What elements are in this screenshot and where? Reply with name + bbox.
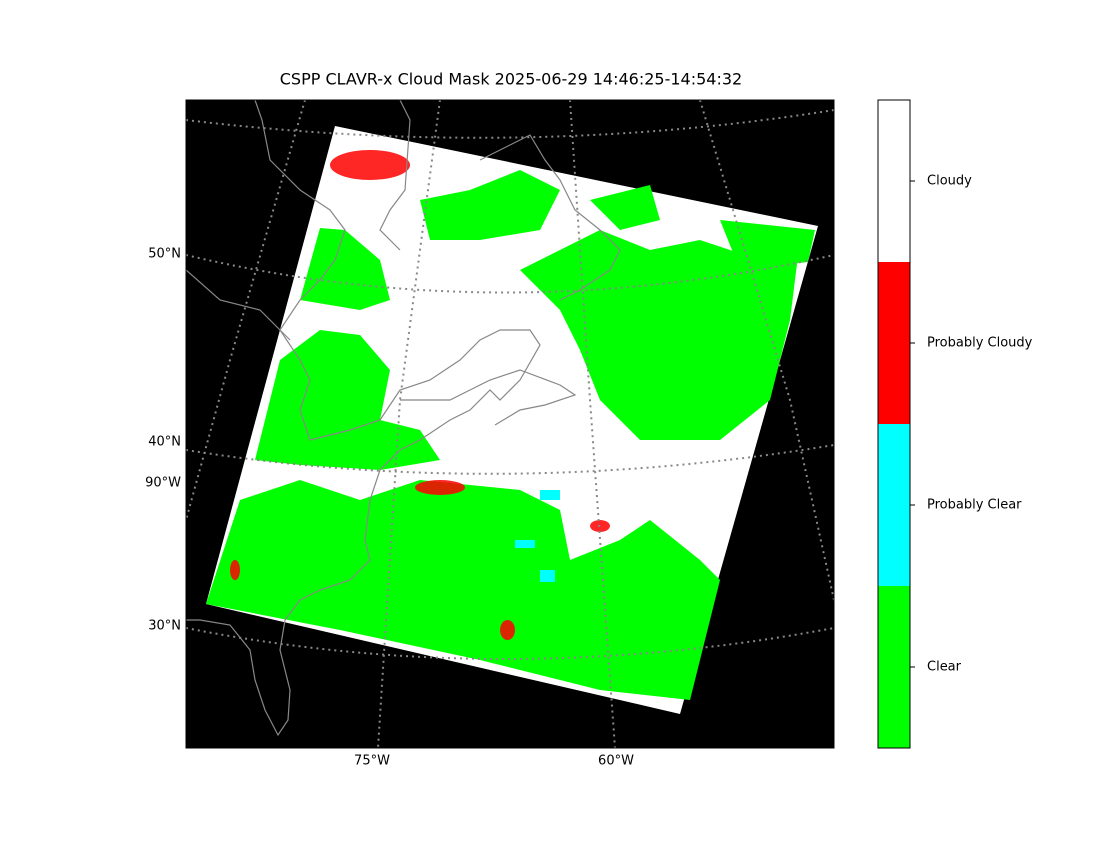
swath-prob-clear: [540, 570, 555, 582]
colorbar-segment: [878, 262, 910, 424]
colorbar-label: Probably Cloudy: [927, 336, 1033, 351]
swath-clear: [300, 228, 390, 310]
lon-label: 60°W: [598, 754, 634, 769]
colorbar-segment: [878, 100, 910, 262]
swath-prob-cloudy: [500, 620, 515, 640]
lat-label: 40°N: [148, 435, 181, 450]
swath-prob-cloudy: [230, 560, 240, 580]
swath-clear: [255, 330, 440, 470]
swath-clear: [590, 185, 660, 230]
swath-clear: [420, 170, 560, 240]
colorbar-frame: [877, 99, 911, 749]
colorbar-segment: [878, 586, 910, 748]
colorbar: Cloudy Probably Cloudy Probably Clear Clear: [877, 99, 1033, 749]
graticule: [186, 100, 834, 748]
swath-clear: [720, 220, 815, 270]
swath-prob-cloudy: [415, 480, 465, 495]
map-title: CSPP CLAVR-x Cloud Mask 2025-06-29 14:46…: [280, 70, 742, 89]
swath-prob-clear: [515, 540, 535, 548]
colorbar-label: Probably Clear: [927, 498, 1022, 513]
lon-label: 75°W: [354, 754, 390, 769]
lon-label: 90°W: [145, 476, 181, 491]
swath-clear: [206, 480, 720, 700]
colorbar-label: Cloudy: [927, 174, 972, 189]
colorbar-label: Clear: [927, 660, 962, 675]
coastlines: [186, 100, 621, 737]
swath: [206, 126, 818, 714]
swath-clear: [520, 230, 800, 440]
lat-label: 30°N: [148, 619, 181, 634]
map-frame: [185, 99, 835, 749]
colorbar-segment: [878, 424, 910, 586]
swath-prob-cloudy: [330, 150, 410, 180]
lat-label: 50°N: [148, 247, 181, 262]
swath-prob-clear: [540, 490, 560, 500]
